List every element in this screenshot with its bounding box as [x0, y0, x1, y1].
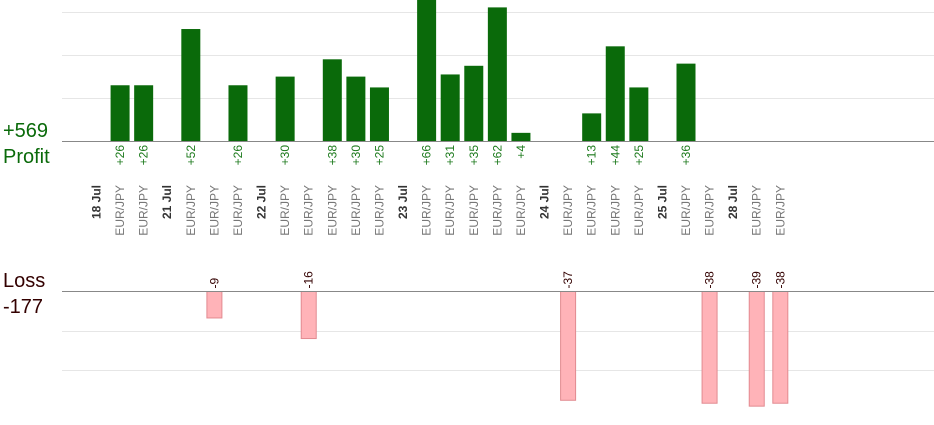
pair-label: EUR/JPY [773, 185, 787, 236]
date-label: 22 Jul [255, 185, 269, 219]
profit-value-label: +35 [467, 145, 481, 166]
pair-label: EUR/JPY [561, 185, 575, 236]
profit-bar [110, 85, 130, 142]
pair-label: EUR/JPY [302, 185, 316, 236]
profit-bar [629, 87, 649, 142]
profit-bar [228, 85, 248, 142]
loss-value-label: -9 [207, 278, 221, 289]
profit-bar [487, 7, 507, 142]
profit-bars [110, 0, 696, 142]
loss-label: Loss [3, 270, 45, 292]
pair-label: EUR/JPY [278, 185, 292, 236]
profit-bar [134, 85, 154, 142]
date-label: 24 Jul [538, 185, 552, 219]
loss-total: -177 [3, 296, 43, 318]
category-labels: 18 Jul EUR/JPY EUR/JPY 21 Jul EUR/JPY EUR/JPY… [90, 185, 788, 236]
pair-label: EUR/JPY [632, 185, 646, 236]
pair-label: EUR/JPY [608, 185, 622, 236]
profit-value-label: +25 [632, 145, 646, 166]
profit-value-label: +30 [278, 145, 292, 166]
pair-label: EUR/JPY [443, 185, 457, 236]
pair-label: EUR/JPY [325, 185, 339, 236]
date-label: 25 Jul [655, 185, 669, 219]
date-label: 28 Jul [726, 185, 740, 219]
pair-label: EUR/JPY [514, 185, 528, 236]
pair-label: EUR/JPY [137, 185, 151, 236]
profit-value-label: +4 [514, 145, 528, 159]
loss-bars [206, 291, 789, 407]
pair-label: EUR/JPY [231, 185, 245, 236]
pair-label: EUR/JPY [207, 185, 221, 236]
pair-label: EUR/JPY [467, 185, 481, 236]
loss-value-labels: -9 -16 -37 -38 -39 -38 [207, 271, 787, 289]
profit-bar [511, 132, 531, 142]
profit-bar [275, 76, 295, 142]
date-label: 23 Jul [396, 185, 410, 219]
profit-bar [417, 0, 437, 142]
profit-bar [676, 63, 696, 142]
date-label: 18 Jul [90, 185, 104, 219]
pair-label: EUR/JPY [184, 185, 198, 236]
profit-bar [346, 76, 366, 142]
profit-value-label: +38 [325, 145, 339, 166]
profit-value-label: +26 [137, 145, 151, 166]
loss-bar [748, 291, 765, 407]
profit-label: Profit [3, 146, 50, 168]
pair-label: EUR/JPY [679, 185, 693, 236]
profit-value-labels: +26 +26 +52 +26 +30 +38 +30 +25 +66 +31 +35 +62 +4 +1… [113, 145, 693, 166]
profit-value-label: +26 [231, 145, 245, 166]
loss-bar [206, 291, 223, 319]
date-label: 21 Jul [160, 185, 174, 219]
loss-value-label: -38 [703, 271, 717, 289]
profit-value-label: +25 [372, 145, 386, 166]
profit-bar [582, 113, 602, 142]
profit-value-label: +31 [443, 145, 457, 166]
profit-value-label: +30 [349, 145, 363, 166]
loss-value-label: -39 [750, 271, 764, 289]
profit-bar [605, 46, 625, 142]
pair-label: EUR/JPY [750, 185, 764, 236]
profit-bar [464, 65, 484, 142]
profit-value-label: +26 [113, 145, 127, 166]
profit-value-label: +13 [585, 145, 599, 166]
loss-value-label: -38 [773, 271, 787, 289]
pair-label: EUR/JPY [703, 185, 717, 236]
loss-gridlines [62, 331, 934, 371]
loss-bar [560, 291, 577, 401]
profit-total: +569 [3, 120, 48, 142]
loss-bar [701, 291, 718, 404]
profit-value-label: +44 [608, 145, 622, 166]
loss-bar [772, 291, 789, 404]
loss-value-label: -16 [302, 271, 316, 289]
pair-label: EUR/JPY [372, 185, 386, 236]
profit-bar [369, 87, 389, 142]
pair-label: EUR/JPY [420, 185, 434, 236]
pair-label: EUR/JPY [349, 185, 363, 236]
profit-bar [181, 29, 201, 142]
pair-label: EUR/JPY [490, 185, 504, 236]
profit-value-label: +36 [679, 145, 693, 166]
profit-bar [322, 59, 342, 142]
pair-label: EUR/JPY [585, 185, 599, 236]
loss-value-label: -37 [561, 271, 575, 289]
profit-value-label: +62 [490, 145, 504, 166]
profit-bar [440, 74, 460, 142]
pair-label: EUR/JPY [113, 185, 127, 236]
loss-bar [300, 291, 317, 340]
profit-value-label: +66 [420, 145, 434, 166]
profit-value-label: +52 [184, 145, 198, 166]
